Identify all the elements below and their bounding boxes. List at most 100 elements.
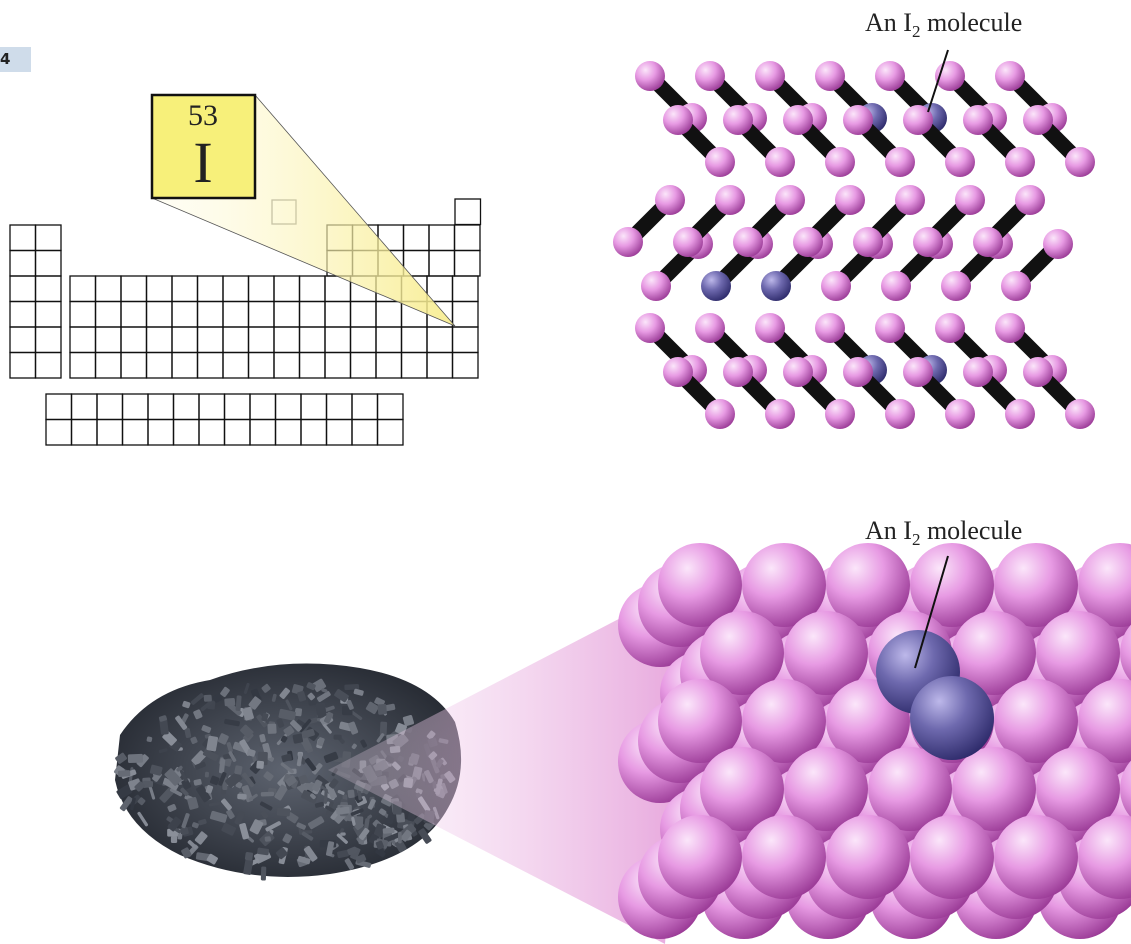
ptable-cell xyxy=(9,249,37,277)
atom xyxy=(663,357,693,387)
crystal-flake xyxy=(148,785,156,800)
crystal-flake xyxy=(158,715,167,722)
crystal-flake xyxy=(234,810,245,826)
ptable-cell xyxy=(70,393,98,421)
ptable-cell xyxy=(247,351,275,379)
atomic-number: 53 xyxy=(188,99,218,132)
ptable-cell xyxy=(375,300,403,328)
atom xyxy=(635,313,665,343)
ptable-cell xyxy=(198,418,226,446)
crystal-flake xyxy=(142,780,154,788)
crystal-flake xyxy=(243,859,254,875)
crystal-flake xyxy=(367,798,376,810)
crystal-flake xyxy=(296,719,305,727)
ptable-cell xyxy=(298,351,326,379)
crystal-flake xyxy=(280,735,288,743)
ptable-cell xyxy=(249,418,277,446)
ptable-cell xyxy=(145,300,173,328)
sphere xyxy=(994,679,1078,763)
crystal-flake xyxy=(263,771,274,782)
crystal-flake xyxy=(170,836,178,844)
ptable-cell xyxy=(274,418,302,446)
crystal-flake xyxy=(194,761,206,770)
crystal-flake xyxy=(260,791,275,797)
sphere xyxy=(742,543,826,627)
ptable-cell xyxy=(223,418,251,446)
atom xyxy=(723,357,753,387)
atom xyxy=(963,105,993,135)
crystal-flake xyxy=(386,814,395,825)
crystal-flake xyxy=(202,748,219,762)
crystal-flake xyxy=(299,718,312,733)
crystal-flake xyxy=(285,775,297,787)
sphere xyxy=(658,815,742,899)
pointer-line-top xyxy=(927,49,949,113)
atom xyxy=(761,271,791,301)
ptable-cell xyxy=(45,393,73,421)
crystal-flake xyxy=(276,807,291,817)
ptable-cell xyxy=(376,418,404,446)
crystal-flake xyxy=(119,796,133,812)
crystal-flake xyxy=(134,781,145,792)
crystal-flake xyxy=(237,793,247,800)
ptable-cell xyxy=(9,351,37,379)
atom xyxy=(875,313,905,343)
atom xyxy=(963,357,993,387)
atom xyxy=(835,185,865,215)
crystal-flake xyxy=(276,718,285,728)
sphere xyxy=(742,679,826,763)
atom xyxy=(695,313,725,343)
ptable-cell xyxy=(171,351,199,379)
atom xyxy=(1001,271,1031,301)
atom xyxy=(765,399,795,429)
crystal-flake xyxy=(196,785,211,803)
crystal-flake xyxy=(375,840,384,850)
ptable-cell xyxy=(324,351,352,379)
atom xyxy=(1005,147,1035,177)
ptable-cell xyxy=(222,326,250,354)
ptable-cell xyxy=(147,393,175,421)
crystal-flake xyxy=(181,847,192,859)
atom xyxy=(941,271,971,301)
ptable-cell xyxy=(121,393,149,421)
element-tile xyxy=(150,93,257,200)
crystal-flake xyxy=(167,816,182,832)
ptable-cell xyxy=(94,275,122,303)
crystal-flake xyxy=(346,699,354,710)
atom xyxy=(1043,229,1073,259)
sphere xyxy=(1078,543,1131,627)
atom xyxy=(723,105,753,135)
crystal-flake xyxy=(243,682,250,695)
crystal-flake xyxy=(301,831,314,841)
crystal-flake xyxy=(323,751,339,763)
atom xyxy=(875,61,905,91)
crystal-flake xyxy=(378,808,387,816)
ptable-cell xyxy=(249,393,277,421)
pointer-line-bottom xyxy=(914,555,949,669)
ptable-cell xyxy=(96,393,124,421)
crystal-flake xyxy=(137,811,149,827)
crystal-flake xyxy=(248,793,258,801)
crystal-flake xyxy=(181,778,192,790)
ptable-cell xyxy=(121,418,149,446)
crystal-flake xyxy=(348,721,359,735)
crystal-flake xyxy=(336,833,348,844)
crystal-flake xyxy=(170,787,183,797)
ptable-cell xyxy=(351,393,379,421)
page-tag: 4 xyxy=(0,47,31,72)
crystal-flake xyxy=(176,765,183,772)
ptable-cell xyxy=(172,418,200,446)
ptable-cell xyxy=(9,224,37,252)
crystal-flake xyxy=(227,702,242,716)
crystal-flake xyxy=(315,702,327,719)
ptable-cell xyxy=(273,300,301,328)
crystal-flake xyxy=(193,709,203,720)
crystal-flake xyxy=(367,814,373,820)
crystal-flake xyxy=(249,819,264,835)
crystal-flake xyxy=(351,816,356,827)
crystal-flake xyxy=(310,793,316,800)
atom xyxy=(821,271,851,301)
crystal-flake xyxy=(149,764,163,776)
ptable-cell xyxy=(171,326,199,354)
atom xyxy=(755,313,785,343)
